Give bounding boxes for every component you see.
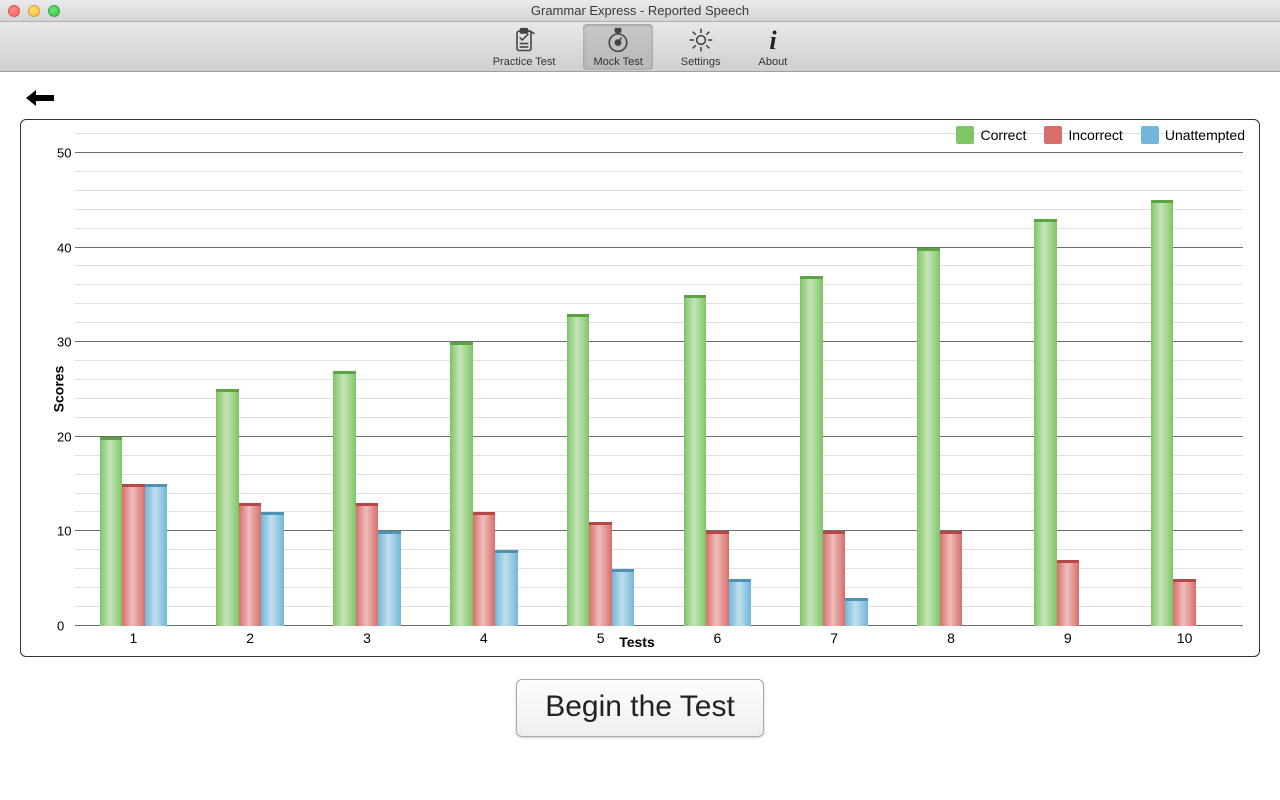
x-tick: 8 (947, 630, 955, 646)
bar-incorrect (940, 531, 963, 626)
x-tick: 7 (830, 630, 838, 646)
toolbar-item-label: Settings (681, 56, 721, 68)
stopwatch-icon (604, 26, 632, 54)
x-tick: 3 (363, 630, 371, 646)
x-tick: 10 (1177, 630, 1193, 646)
y-tick: 20 (57, 429, 71, 444)
bar-unattempted (495, 550, 518, 626)
legend-label: Unattempted (1165, 127, 1245, 143)
back-button[interactable] (24, 88, 56, 113)
legend-label: Incorrect (1068, 127, 1122, 143)
bar-incorrect (473, 512, 496, 626)
toolbar-practice-test[interactable]: Practice Test (483, 24, 566, 70)
bar-incorrect (1057, 560, 1080, 626)
bar-incorrect (239, 503, 262, 626)
titlebar: Grammar Express - Reported Speech (0, 0, 1280, 22)
close-icon[interactable] (8, 5, 20, 17)
bar-unattempted (729, 579, 752, 626)
svg-text:i: i (769, 26, 777, 54)
clipboard-icon (510, 26, 538, 54)
bar-correct (800, 276, 823, 626)
x-tick: 5 (597, 630, 605, 646)
x-tick: 4 (480, 630, 488, 646)
x-tick: 9 (1064, 630, 1072, 646)
legend-label: Correct (980, 127, 1026, 143)
x-axis-label: Tests (619, 634, 655, 650)
scores-chart: Correct Incorrect Unattempted Scores Tes… (20, 119, 1260, 657)
toolbar-settings[interactable]: Settings (671, 24, 731, 70)
bar-correct (450, 342, 473, 626)
bar-incorrect (589, 522, 612, 626)
toolbar-about[interactable]: i About (749, 24, 798, 70)
toolbar: Practice Test Mock Test (0, 22, 1280, 72)
toolbar-item-label: About (759, 56, 788, 68)
bar-incorrect (356, 503, 379, 626)
bar-correct (567, 314, 590, 626)
bar-unattempted (378, 531, 401, 626)
bar-correct (100, 437, 123, 626)
legend-correct: Correct (956, 126, 1026, 144)
legend-incorrect: Incorrect (1044, 126, 1122, 144)
gear-icon (687, 26, 715, 54)
bar-correct (917, 248, 940, 626)
y-tick: 0 (57, 619, 64, 634)
bar-correct (333, 371, 356, 626)
window-title: Grammar Express - Reported Speech (0, 3, 1280, 18)
bar-correct (1034, 219, 1057, 626)
minimize-icon[interactable] (28, 5, 40, 17)
bar-unattempted (145, 484, 168, 626)
y-tick: 10 (57, 524, 71, 539)
legend-unattempted: Unattempted (1141, 126, 1245, 144)
bar-incorrect (823, 531, 846, 626)
y-tick: 30 (57, 335, 71, 350)
info-icon: i (759, 26, 787, 54)
bar-incorrect (1173, 579, 1196, 626)
toolbar-item-label: Practice Test (493, 56, 556, 68)
x-tick: 6 (713, 630, 721, 646)
content-area: Correct Incorrect Unattempted Scores Tes… (0, 72, 1280, 737)
toolbar-item-label: Mock Test (593, 56, 642, 68)
traffic-lights (0, 5, 60, 17)
y-axis-label: Scores (50, 366, 66, 413)
toolbar-mock-test[interactable]: Mock Test (583, 24, 652, 70)
bar-unattempted (845, 598, 868, 626)
bar-correct (216, 389, 239, 626)
bar-correct (1151, 200, 1174, 626)
zoom-icon[interactable] (48, 5, 60, 17)
bar-incorrect (706, 531, 729, 626)
bar-incorrect (122, 484, 145, 626)
chart-legend: Correct Incorrect Unattempted (956, 126, 1245, 144)
x-tick: 1 (129, 630, 137, 646)
bar-correct (684, 295, 707, 626)
y-tick: 40 (57, 240, 71, 255)
begin-test-button[interactable]: Begin the Test (516, 679, 764, 737)
plot-area: 0102030405012345678910 (75, 134, 1243, 626)
x-tick: 2 (246, 630, 254, 646)
y-tick: 50 (57, 145, 71, 160)
bar-unattempted (612, 569, 635, 626)
bar-unattempted (261, 512, 284, 626)
